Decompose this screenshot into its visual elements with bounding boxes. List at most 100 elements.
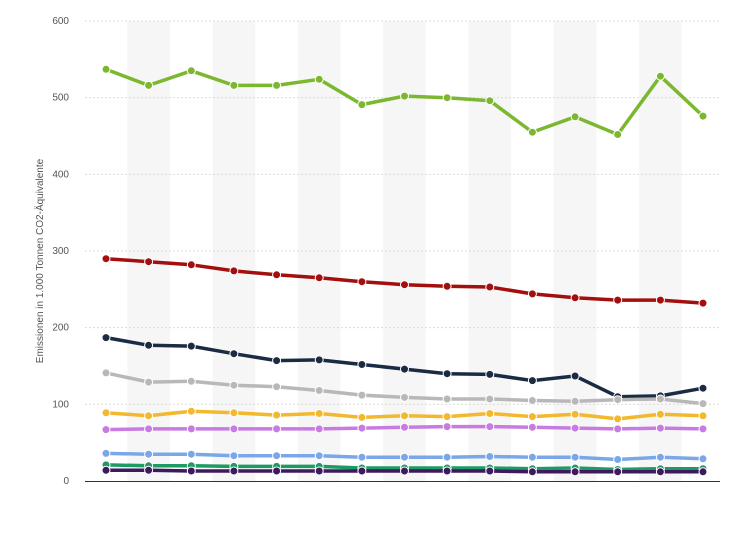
data-point[interactable] <box>442 281 452 291</box>
data-point[interactable] <box>186 341 196 351</box>
data-point[interactable] <box>144 424 154 434</box>
data-point[interactable] <box>357 100 367 110</box>
data-point[interactable] <box>272 466 282 476</box>
data-point[interactable] <box>485 422 495 432</box>
data-point[interactable] <box>570 112 580 122</box>
data-point[interactable] <box>400 364 409 374</box>
data-point[interactable] <box>186 376 196 386</box>
data-point[interactable] <box>655 452 665 462</box>
data-point[interactable] <box>400 466 409 476</box>
data-point[interactable] <box>570 293 580 303</box>
data-point[interactable] <box>400 422 409 432</box>
data-point[interactable] <box>229 466 239 476</box>
data-point[interactable] <box>101 465 111 475</box>
data-point[interactable] <box>485 409 495 418</box>
data-point[interactable] <box>655 467 665 477</box>
data-point[interactable] <box>101 254 111 264</box>
data-point[interactable] <box>101 425 111 435</box>
data-point[interactable] <box>400 392 409 402</box>
data-point[interactable] <box>613 467 623 477</box>
data-point[interactable] <box>186 66 196 76</box>
data-point[interactable] <box>442 412 452 422</box>
data-point[interactable] <box>485 282 495 292</box>
data-point[interactable] <box>314 451 324 461</box>
data-point[interactable] <box>698 111 708 121</box>
data-point[interactable] <box>485 452 495 461</box>
data-point[interactable] <box>272 270 282 280</box>
data-point[interactable] <box>400 91 409 101</box>
data-point[interactable] <box>655 295 665 305</box>
data-point[interactable] <box>400 411 409 421</box>
data-point[interactable] <box>357 466 367 476</box>
data-point[interactable] <box>101 448 111 458</box>
data-point[interactable] <box>698 383 708 393</box>
data-point[interactable] <box>229 424 239 434</box>
data-point[interactable] <box>144 411 154 421</box>
data-point[interactable] <box>272 424 282 434</box>
data-point[interactable] <box>442 466 452 476</box>
data-point[interactable] <box>655 71 665 81</box>
data-point[interactable] <box>485 466 495 476</box>
data-point[interactable] <box>229 408 239 418</box>
data-point[interactable] <box>357 390 367 400</box>
data-point[interactable] <box>400 280 409 290</box>
data-point[interactable] <box>485 96 495 106</box>
data-point[interactable] <box>485 369 495 379</box>
data-point[interactable] <box>698 424 708 434</box>
data-point[interactable] <box>101 64 111 74</box>
data-point[interactable] <box>527 467 537 477</box>
data-point[interactable] <box>570 467 580 477</box>
data-point[interactable] <box>570 371 580 381</box>
data-point[interactable] <box>272 451 282 461</box>
data-point[interactable] <box>527 127 537 137</box>
data-point[interactable] <box>527 412 537 422</box>
data-point[interactable] <box>144 340 154 350</box>
data-point[interactable] <box>485 394 495 404</box>
data-point[interactable] <box>186 449 196 459</box>
data-point[interactable] <box>272 410 282 420</box>
data-point[interactable] <box>229 349 239 359</box>
data-point[interactable] <box>655 423 665 433</box>
data-point[interactable] <box>144 257 154 267</box>
data-point[interactable] <box>698 454 708 464</box>
data-point[interactable] <box>229 266 239 276</box>
data-point[interactable] <box>314 466 324 476</box>
data-point[interactable] <box>357 277 367 287</box>
data-point[interactable] <box>101 368 111 378</box>
data-point[interactable] <box>442 422 452 432</box>
data-point[interactable] <box>186 466 196 476</box>
data-point[interactable] <box>570 423 580 433</box>
data-point[interactable] <box>655 394 665 404</box>
data-point[interactable] <box>272 80 282 90</box>
data-point[interactable] <box>186 260 196 270</box>
data-point[interactable] <box>272 356 282 366</box>
data-point[interactable] <box>698 399 708 409</box>
data-point[interactable] <box>613 424 623 434</box>
data-point[interactable] <box>314 409 324 418</box>
data-point[interactable] <box>527 422 537 432</box>
data-point[interactable] <box>400 452 409 462</box>
data-point[interactable] <box>613 295 623 305</box>
data-point[interactable] <box>527 376 537 386</box>
data-point[interactable] <box>101 408 111 418</box>
data-point[interactable] <box>144 377 154 387</box>
data-point[interactable] <box>357 452 367 462</box>
data-point[interactable] <box>698 411 708 421</box>
data-point[interactable] <box>527 396 537 405</box>
data-point[interactable] <box>101 333 111 343</box>
data-point[interactable] <box>613 455 623 464</box>
data-point[interactable] <box>357 412 367 422</box>
data-point[interactable] <box>314 424 324 434</box>
data-point[interactable] <box>272 382 282 392</box>
data-point[interactable] <box>144 80 154 90</box>
data-point[interactable] <box>229 80 239 90</box>
data-point[interactable] <box>229 451 239 461</box>
data-point[interactable] <box>314 355 324 365</box>
data-point[interactable] <box>613 395 623 405</box>
data-point[interactable] <box>655 409 665 419</box>
data-point[interactable] <box>314 386 324 395</box>
data-point[interactable] <box>613 130 623 139</box>
data-point[interactable] <box>314 74 324 84</box>
data-point[interactable] <box>442 394 452 404</box>
data-point[interactable] <box>186 406 196 416</box>
